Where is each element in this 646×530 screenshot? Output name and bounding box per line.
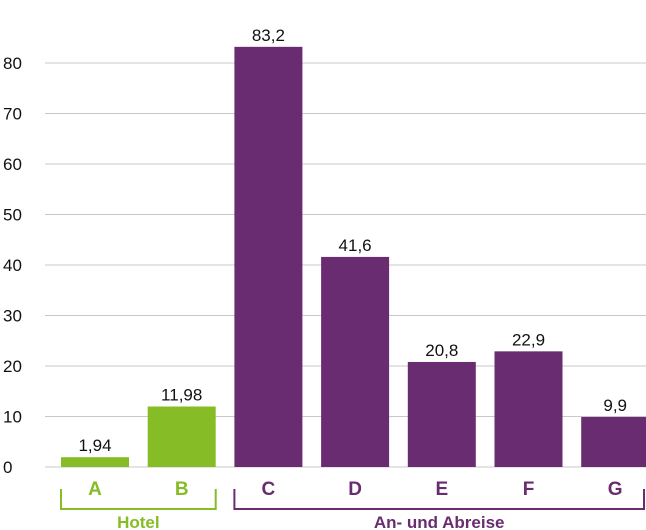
category-label-A: A [88, 479, 102, 500]
category-label-G: G [608, 479, 623, 500]
group-brackets: Hotel An- und Abreise [60, 489, 645, 530]
bar-C [234, 46, 303, 468]
y-tick-label: 60 [3, 155, 22, 174]
y-tick-label: 40 [3, 256, 22, 275]
group-bracket-0 [60, 489, 217, 510]
category-label-F: F [523, 479, 535, 500]
value-label-A: 1,94 [78, 436, 111, 455]
category-label-E: E [435, 479, 448, 500]
y-tick-label: 20 [3, 357, 22, 376]
y-tick-label: 50 [3, 206, 22, 225]
y-tick-label: 70 [3, 105, 22, 124]
value-label-G: 9,9 [603, 396, 627, 415]
bar-D [321, 256, 390, 467]
category-label-B: B [175, 479, 189, 500]
bar-G [581, 417, 646, 467]
bar-B [147, 406, 216, 467]
value-label-F: 22,9 [512, 330, 545, 349]
y-tick-label: 0 [3, 458, 12, 477]
group-label-0: Hotel [117, 513, 160, 530]
value-label-E: 20,8 [425, 341, 458, 360]
group-bracket-1 [233, 489, 645, 510]
category-label-D: D [348, 479, 362, 500]
value-labels: 1,94 11,98 83,2 41,6 20,8 22,9 9,9 [78, 26, 627, 455]
y-tick-label: 80 [3, 54, 22, 73]
category-label-C: C [262, 479, 276, 500]
y-tick-label: 30 [3, 307, 22, 326]
y-tick-label: 10 [3, 408, 22, 427]
bar-F [494, 351, 563, 467]
value-label-C: 83,2 [252, 26, 285, 45]
bar-E [407, 361, 476, 467]
category-labels: A B C D E F G [88, 479, 622, 500]
group-label-1: An- und Abreise [374, 513, 505, 530]
bars [61, 46, 646, 468]
y-axis-ticks: 0 10 20 30 40 50 60 70 80 [3, 54, 22, 477]
value-label-B: 11,98 [161, 386, 202, 405]
bar-A [61, 457, 129, 467]
value-label-D: 41,6 [339, 236, 372, 255]
